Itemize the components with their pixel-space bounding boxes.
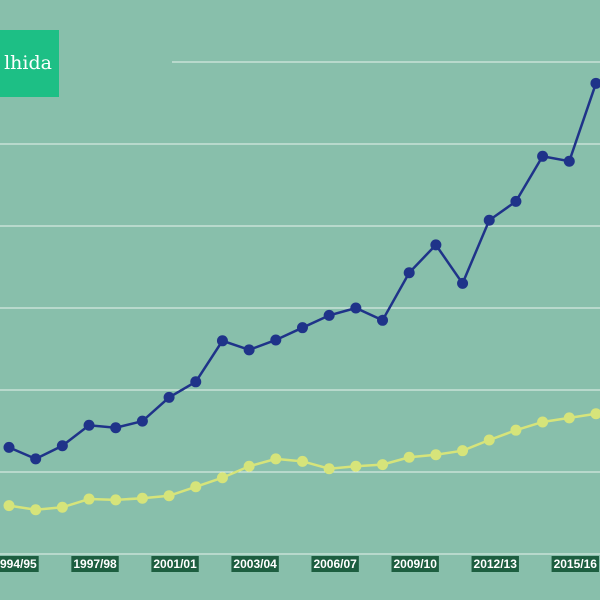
point: [350, 460, 362, 472]
x-tick-label: 2006/07: [313, 557, 357, 571]
point: [83, 493, 95, 505]
point: [563, 412, 575, 424]
point: [270, 334, 282, 346]
point: [3, 441, 15, 453]
point: [56, 440, 68, 452]
x-tick-box: [311, 556, 359, 572]
x-tick: 1997/98: [71, 556, 119, 572]
x-tick-label: 1994/95: [0, 557, 37, 571]
x-tick-box: [391, 556, 439, 572]
point: [30, 453, 42, 465]
point: [190, 376, 202, 388]
x-tick: 2012/13: [471, 556, 519, 572]
point: [457, 277, 469, 289]
x-tick-box: [151, 556, 199, 572]
line: [8, 82, 598, 461]
x-tick-label: 2003/04: [233, 557, 277, 571]
point: [377, 459, 389, 471]
point: [190, 481, 202, 493]
point: [30, 504, 42, 516]
x-tick: 2015/16: [551, 556, 599, 572]
x-tick-box: [231, 556, 279, 572]
point: [430, 449, 442, 461]
x-tick: 2001/01: [151, 556, 199, 572]
point: [377, 314, 389, 326]
point: [270, 453, 282, 465]
point: [483, 434, 495, 446]
x-tick-label: 1997/98: [73, 557, 117, 571]
x-tick-box: [551, 556, 599, 572]
x-tick-box: [71, 556, 119, 572]
point: [296, 455, 308, 467]
point: [590, 77, 600, 89]
point: [510, 195, 522, 207]
point: [216, 335, 228, 347]
point: [136, 492, 148, 504]
point: [537, 416, 549, 428]
point: [3, 500, 15, 512]
point: [563, 155, 575, 167]
chart-title: lhida: [4, 52, 52, 74]
point: [136, 415, 148, 427]
point: [590, 408, 600, 420]
point: [510, 424, 522, 436]
point: [83, 419, 95, 431]
point: [403, 451, 415, 463]
point: [243, 460, 255, 472]
point: [430, 239, 442, 251]
point: [243, 344, 255, 356]
point: [323, 309, 335, 321]
point: [110, 422, 122, 434]
point: [110, 494, 122, 506]
point: [537, 150, 549, 162]
x-tick-label: 2015/16: [554, 557, 598, 571]
point: [56, 501, 68, 513]
point: [323, 463, 335, 475]
x-tick: 1994/95: [0, 556, 39, 572]
point: [457, 445, 469, 457]
x-tick-box: [0, 556, 39, 572]
x-tick-label: 2009/10: [394, 557, 438, 571]
point: [350, 302, 362, 314]
point: [163, 490, 175, 502]
x-tick: 2006/07: [311, 556, 359, 572]
point: [403, 267, 415, 279]
x-tick-label: 2001/01: [153, 557, 197, 571]
title-box: [0, 30, 59, 97]
point: [483, 214, 495, 226]
point: [216, 472, 228, 484]
point: [163, 391, 175, 403]
x-tick: 2003/04: [231, 556, 279, 572]
x-tick: 2009/10: [391, 556, 439, 572]
point: [296, 322, 308, 334]
x-tick-box: [471, 556, 519, 572]
x-tick-label: 2012/13: [474, 557, 518, 571]
